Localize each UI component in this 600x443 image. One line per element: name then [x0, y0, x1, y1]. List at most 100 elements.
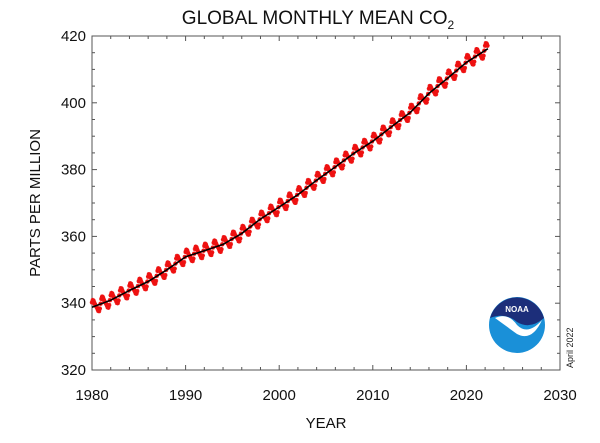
monthly-marker	[266, 216, 271, 221]
monthly-marker	[291, 198, 297, 204]
monthly-marker	[103, 301, 109, 306]
monthly-marker	[204, 244, 209, 249]
monthly-marker	[464, 55, 469, 60]
monthly-marker	[138, 279, 144, 284]
monthly-marker	[265, 218, 270, 224]
monthly-marker	[129, 283, 134, 289]
x-tick-labels: 1980 1990 2000 2010 2020 2030	[75, 387, 576, 404]
monthly-marker	[359, 150, 365, 155]
monthly-marker	[219, 247, 224, 252]
monthly-marker	[162, 275, 167, 281]
monthly-marker	[334, 157, 340, 163]
monthly-marker	[330, 172, 336, 178]
monthly-marker	[329, 171, 334, 176]
monthly-marker	[333, 159, 338, 165]
monthly-marker	[232, 231, 237, 237]
monthly-marker	[237, 239, 242, 244]
monthly-marker	[369, 144, 374, 149]
noaa-logo: NOAA	[489, 297, 545, 353]
monthly-marker	[148, 274, 153, 279]
monthly-marker	[100, 295, 106, 300]
monthly-marker	[370, 134, 375, 139]
monthly-marker	[456, 60, 461, 66]
monthly-marker	[239, 226, 244, 231]
monthly-marker	[351, 146, 357, 151]
monthly-marker	[96, 308, 102, 314]
noaa-logo-upper	[490, 297, 544, 326]
monthly-marker	[153, 278, 159, 284]
monthly-marker	[199, 255, 205, 261]
monthly-marker	[125, 293, 131, 298]
monthly-marker	[260, 211, 266, 217]
monthly-marker	[275, 210, 280, 215]
monthly-marker	[362, 138, 368, 143]
monthly-marker	[321, 179, 326, 185]
monthly-marker	[269, 203, 274, 209]
monthly-marker	[471, 62, 476, 67]
monthly-marker	[250, 216, 255, 222]
monthly-marker	[277, 200, 282, 205]
monthly-marker	[316, 171, 321, 176]
monthly-marker	[216, 245, 221, 250]
monthly-marker	[248, 219, 254, 224]
x-tick-label: 1990	[169, 387, 202, 404]
monthly-marker	[106, 302, 112, 308]
monthly-marker	[113, 298, 119, 304]
y-tick-label: 400	[61, 95, 86, 112]
monthly-marker	[106, 305, 111, 310]
monthly-marker	[426, 86, 432, 91]
monthly-marker	[194, 245, 199, 250]
monthly-marker	[453, 73, 458, 79]
monthly-marker	[156, 266, 162, 272]
monthly-marker	[482, 43, 488, 48]
monthly-marker	[269, 205, 275, 211]
chart-title-text: GLOBAL MONTHLY MEAN CO	[182, 8, 448, 29]
monthly-marker	[350, 156, 355, 161]
monthly-marker	[366, 145, 372, 150]
monthly-marker	[312, 186, 317, 191]
monthly-marker	[119, 286, 124, 291]
monthly-marker	[314, 173, 319, 178]
monthly-marker	[160, 273, 166, 279]
monthly-marker	[342, 153, 347, 158]
monthly-marker	[325, 164, 330, 169]
monthly-marker	[110, 293, 116, 298]
monthly-marker	[120, 288, 125, 294]
monthly-marker	[231, 229, 237, 235]
monthly-marker	[409, 102, 414, 108]
noaa-logo-text: NOAA	[505, 305, 529, 314]
monthly-marker	[241, 224, 246, 229]
monthly-marker	[284, 206, 289, 212]
chart-title-subscript: 2	[448, 18, 455, 32]
monthly-marker	[188, 254, 193, 260]
monthly-marker	[295, 187, 301, 193]
monthly-marker	[368, 147, 373, 152]
y-tick-labels: 320 340 360 380 400 420	[61, 28, 86, 379]
monthly-marker	[91, 298, 96, 303]
monthly-marker	[465, 53, 471, 58]
y-axis-label: PARTS PER MILLION	[27, 129, 44, 277]
monthly-marker	[452, 76, 457, 81]
monthly-mean-markers	[89, 40, 490, 314]
monthly-marker	[147, 272, 152, 277]
monthly-marker	[462, 65, 468, 71]
x-axis-label: YEAR	[306, 415, 347, 432]
monthly-marker	[379, 127, 385, 132]
monthly-marker	[218, 249, 223, 254]
monthly-marker	[303, 190, 308, 196]
monthly-marker	[136, 279, 141, 284]
monthly-marker	[408, 105, 413, 110]
monthly-marker	[247, 229, 252, 234]
monthly-marker	[484, 41, 489, 46]
monthly-marker	[170, 267, 175, 272]
monthly-marker	[226, 242, 231, 248]
x-tick-label: 2020	[450, 387, 483, 404]
monthly-marker	[386, 133, 392, 138]
monthly-marker	[174, 256, 179, 261]
monthly-marker	[108, 293, 113, 298]
monthly-marker	[163, 272, 168, 278]
monthly-marker	[191, 256, 196, 261]
monthly-marker	[101, 297, 106, 302]
monthly-marker	[203, 242, 209, 247]
monthly-marker	[223, 237, 228, 242]
